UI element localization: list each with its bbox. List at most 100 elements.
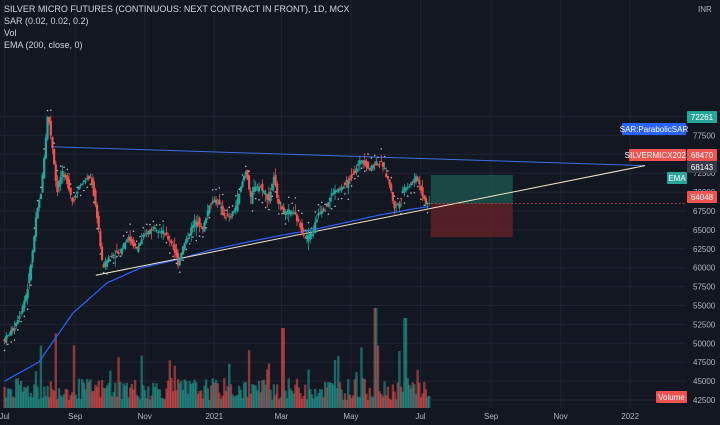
sar-dot [367, 153, 369, 155]
candle-body [148, 230, 152, 235]
candle-body [413, 178, 416, 183]
candle-body [44, 137, 47, 159]
sar-dot [129, 223, 131, 225]
candle-body [153, 227, 157, 230]
candle-body [196, 221, 199, 225]
candle [287, 204, 290, 223]
sar-dot [99, 253, 102, 255]
candle-body [162, 230, 165, 234]
volume-bar [355, 372, 358, 408]
candle-body [284, 211, 287, 216]
volume-bar [47, 397, 51, 408]
candle-body [185, 239, 188, 244]
candle-body [391, 191, 394, 201]
candle [414, 173, 418, 185]
candle-body [338, 188, 342, 190]
candle-body [110, 256, 114, 258]
volume-bar [34, 371, 38, 408]
candle [277, 195, 280, 210]
candle-body [41, 174, 44, 193]
candle-body [401, 190, 404, 194]
volume-bar [394, 399, 398, 408]
candle-body [72, 199, 76, 201]
sar-dot [168, 252, 171, 254]
candle-body [132, 239, 135, 247]
candle [102, 262, 105, 268]
candle [347, 176, 350, 195]
candle [74, 194, 77, 201]
volume-bar [297, 387, 300, 408]
candle [385, 167, 388, 178]
y-tick-label: 67500 [693, 207, 716, 216]
candle [64, 172, 67, 180]
volume-bar [342, 399, 345, 408]
candle [261, 179, 264, 197]
candle-body [428, 202, 431, 204]
candle-body [158, 231, 161, 233]
trendline-upper [52, 146, 645, 167]
candle-body [398, 203, 401, 208]
sar-dot [46, 109, 49, 112]
sar-dot [360, 167, 363, 169]
volume-bar [71, 392, 74, 408]
ema-label-badge-bg [667, 172, 687, 184]
candle [406, 182, 409, 190]
sar-dot [50, 109, 52, 111]
candle-body [79, 185, 82, 186]
candle [33, 234, 36, 253]
candle [41, 171, 44, 193]
volume-bar [363, 379, 366, 408]
volume-bar [43, 386, 46, 408]
volume-bar [119, 381, 122, 408]
volume-bar [409, 388, 413, 408]
candle [413, 172, 416, 188]
volume-bar [11, 396, 15, 408]
sar-dot [152, 220, 155, 223]
sar-dot [377, 156, 379, 159]
candle [200, 223, 203, 230]
candle-body [186, 237, 190, 239]
candle [38, 197, 41, 212]
volume-bar [262, 379, 266, 408]
candle [249, 187, 252, 205]
candle [332, 188, 335, 196]
volume-bar [81, 378, 84, 408]
sar-dot [281, 212, 283, 215]
candle [122, 242, 125, 250]
sar-dot [69, 183, 72, 185]
sar-dot [324, 203, 326, 206]
volume-bar [219, 398, 223, 408]
candle-body [104, 261, 107, 267]
candle [49, 115, 52, 140]
candle [343, 182, 347, 189]
candle [153, 224, 157, 232]
last-price-badge: 68470 [687, 149, 717, 161]
volume-bar [24, 387, 28, 408]
candle [91, 173, 94, 188]
sar-dot [102, 271, 105, 274]
candle [324, 207, 327, 213]
volume-bar [178, 383, 181, 408]
sar-dot [297, 209, 300, 212]
candle-body [94, 190, 97, 205]
candle-body [343, 182, 347, 186]
volume-bar [360, 347, 363, 408]
candle [125, 238, 128, 243]
candle [39, 193, 43, 200]
candle-body [81, 183, 84, 186]
candle [363, 153, 366, 168]
sar-dot [116, 255, 118, 258]
sar-dot [122, 235, 125, 237]
symbol-label-badge: SILVERMICX2021 [625, 149, 691, 161]
sar-dot [119, 255, 122, 258]
volume-bar [137, 396, 140, 408]
candle-body [360, 160, 363, 162]
volume-bar [393, 391, 396, 408]
candle [79, 183, 82, 189]
sar-dot [10, 341, 12, 343]
stop-price-badge-bg [687, 191, 717, 203]
candle [34, 211, 38, 242]
